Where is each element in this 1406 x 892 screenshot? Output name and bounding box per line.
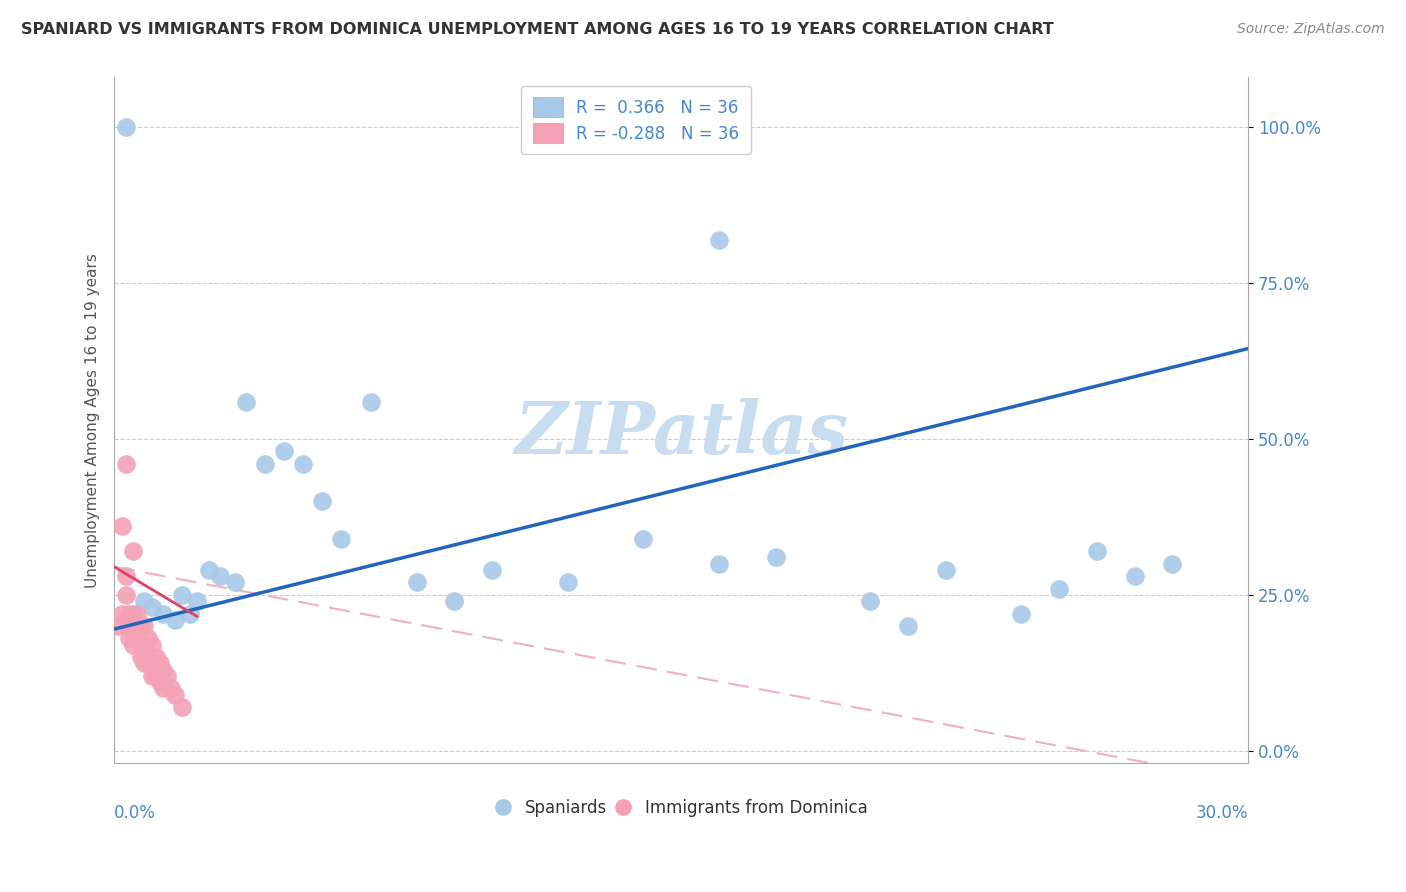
Point bbox=[1161, 557, 1184, 571]
Point bbox=[1010, 607, 1032, 621]
Point bbox=[1047, 582, 1070, 596]
Point bbox=[129, 638, 152, 652]
Point bbox=[235, 394, 257, 409]
Point bbox=[129, 650, 152, 665]
Point bbox=[172, 588, 194, 602]
Point bbox=[152, 607, 174, 621]
Point bbox=[118, 607, 141, 621]
Point bbox=[765, 550, 787, 565]
Point bbox=[179, 607, 201, 621]
Legend: Spaniards, Immigrants from Dominica: Spaniards, Immigrants from Dominica bbox=[488, 792, 875, 823]
Point bbox=[136, 632, 159, 646]
Point bbox=[197, 563, 219, 577]
Point bbox=[107, 619, 129, 633]
Point bbox=[145, 669, 167, 683]
Text: ZIPatlas: ZIPatlas bbox=[515, 399, 848, 469]
Point bbox=[114, 588, 136, 602]
Point bbox=[141, 657, 163, 671]
Point bbox=[1123, 569, 1146, 583]
Point bbox=[405, 575, 427, 590]
Point bbox=[141, 669, 163, 683]
Point bbox=[1085, 544, 1108, 558]
Point bbox=[707, 557, 730, 571]
Point bbox=[481, 563, 503, 577]
Point bbox=[125, 632, 148, 646]
Point bbox=[122, 613, 145, 627]
Point bbox=[122, 544, 145, 558]
Point bbox=[122, 638, 145, 652]
Point bbox=[163, 613, 186, 627]
Point bbox=[148, 657, 170, 671]
Point bbox=[633, 532, 655, 546]
Point bbox=[118, 619, 141, 633]
Text: SPANIARD VS IMMIGRANTS FROM DOMINICA UNEMPLOYMENT AMONG AGES 16 TO 19 YEARS CORR: SPANIARD VS IMMIGRANTS FROM DOMINICA UNE… bbox=[21, 22, 1054, 37]
Point bbox=[134, 644, 156, 658]
Point bbox=[141, 600, 163, 615]
Point bbox=[114, 613, 136, 627]
Point bbox=[114, 569, 136, 583]
Point bbox=[186, 594, 208, 608]
Point bbox=[163, 688, 186, 702]
Point bbox=[707, 233, 730, 247]
Point bbox=[122, 625, 145, 640]
Point bbox=[273, 444, 295, 458]
Point bbox=[160, 681, 183, 696]
Point bbox=[935, 563, 957, 577]
Point bbox=[254, 457, 277, 471]
Point bbox=[114, 457, 136, 471]
Point bbox=[172, 700, 194, 714]
Point bbox=[208, 569, 231, 583]
Point bbox=[125, 607, 148, 621]
Point bbox=[152, 663, 174, 677]
Point bbox=[122, 607, 145, 621]
Point bbox=[311, 494, 333, 508]
Point bbox=[329, 532, 352, 546]
Point bbox=[156, 669, 179, 683]
Text: Source: ZipAtlas.com: Source: ZipAtlas.com bbox=[1237, 22, 1385, 37]
Point bbox=[897, 619, 920, 633]
Point bbox=[136, 657, 159, 671]
Y-axis label: Unemployment Among Ages 16 to 19 years: Unemployment Among Ages 16 to 19 years bbox=[86, 252, 100, 588]
Point bbox=[134, 619, 156, 633]
Point bbox=[134, 594, 156, 608]
Point bbox=[111, 519, 134, 533]
Point bbox=[443, 594, 465, 608]
Point bbox=[141, 638, 163, 652]
Point bbox=[129, 619, 152, 633]
Point bbox=[360, 394, 382, 409]
Point bbox=[148, 675, 170, 690]
Point bbox=[152, 681, 174, 696]
Point bbox=[118, 632, 141, 646]
Text: 0.0%: 0.0% bbox=[114, 805, 156, 822]
Point bbox=[111, 607, 134, 621]
Point bbox=[134, 657, 156, 671]
Point bbox=[557, 575, 579, 590]
Point bbox=[145, 650, 167, 665]
Point bbox=[859, 594, 882, 608]
Point bbox=[292, 457, 315, 471]
Point bbox=[114, 120, 136, 135]
Text: 30.0%: 30.0% bbox=[1195, 805, 1249, 822]
Point bbox=[224, 575, 246, 590]
